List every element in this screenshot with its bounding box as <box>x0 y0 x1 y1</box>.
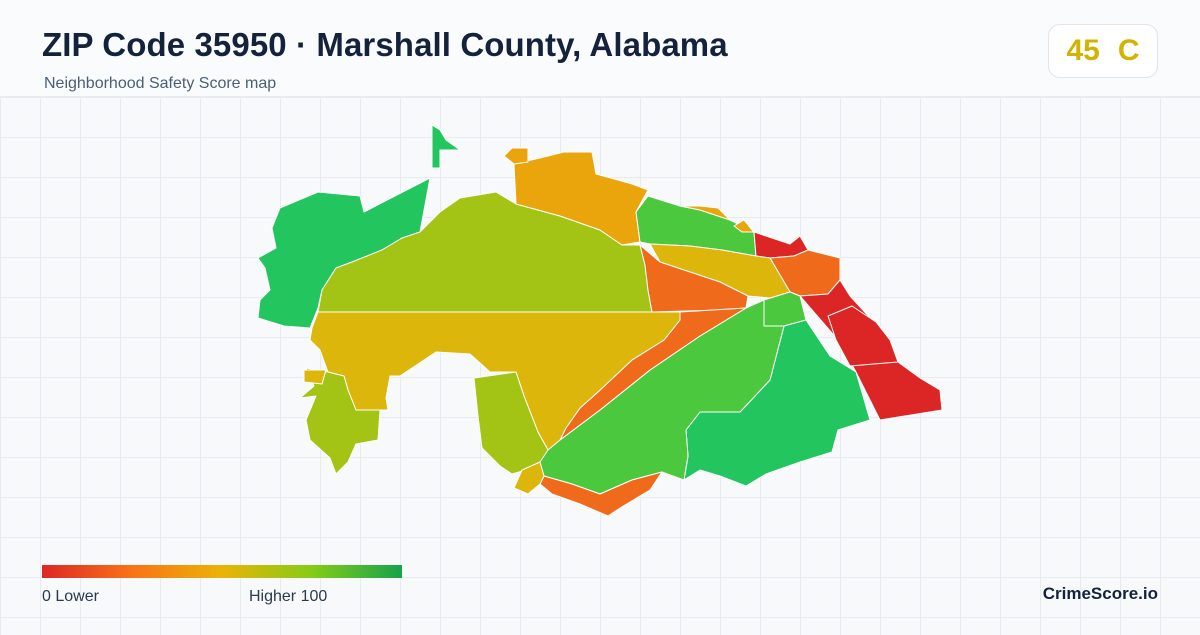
region-north-amber[interactable] <box>513 151 649 246</box>
legend-min-label: 0 Lower <box>42 588 99 605</box>
score-value: 45 <box>1066 34 1100 67</box>
region-south-yellow-bit[interactable] <box>513 461 545 495</box>
legend-max-label: Higher 100 <box>249 588 328 605</box>
region-east-red-inner[interactable] <box>827 305 899 367</box>
legend-gradient-bar <box>42 565 402 578</box>
region-northeast-amber-nub[interactable] <box>679 205 731 221</box>
region-northeast-amber-nub-2[interactable] <box>733 219 755 233</box>
page-subtitle: Neighborhood Safety Score map <box>44 75 277 92</box>
region-north-flag[interactable] <box>431 124 461 169</box>
page-title: ZIP Code 35950 · Marshall County, Alabam… <box>42 26 728 63</box>
region-north-amber-nub[interactable] <box>503 147 529 165</box>
brand-logo-text[interactable]: CrimeScore.io <box>1042 584 1158 603</box>
region-south-orange[interactable] <box>539 471 663 517</box>
score-grade: C <box>1117 34 1140 67</box>
region-southwest-yellow-sliver[interactable] <box>303 369 327 385</box>
region-southwest-yellow-green[interactable] <box>299 367 381 475</box>
header-band <box>0 0 1200 97</box>
score-badge: 45 C <box>1048 24 1158 78</box>
